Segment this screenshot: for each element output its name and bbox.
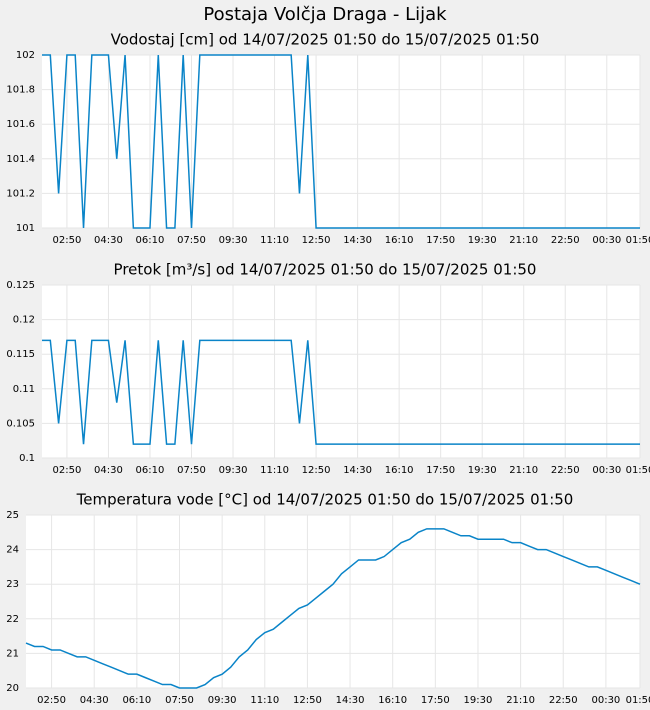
y-tick-label: 24	[6, 545, 19, 556]
x-tick-label: 17:50	[426, 235, 455, 246]
x-tick-label: 01:50	[626, 465, 650, 476]
x-tick-label: 00:30	[592, 465, 621, 476]
x-tick-label: 06:10	[136, 235, 165, 246]
y-tick-label: 101	[16, 223, 35, 234]
x-tick-label: 17:50	[426, 465, 455, 476]
x-tick-label: 21:10	[509, 235, 538, 246]
x-tick-label: 07:50	[177, 235, 206, 246]
plot-area	[42, 55, 640, 228]
x-tick-label: 21:10	[509, 465, 538, 476]
y-tick-label: 101.2	[6, 188, 35, 199]
x-tick-label: 14:30	[343, 235, 372, 246]
x-tick-label: 06:10	[136, 465, 165, 476]
x-tick-label: 04:30	[80, 695, 109, 706]
x-tick-label: 19:30	[468, 465, 497, 476]
x-tick-label: 22:50	[551, 235, 580, 246]
x-tick-label: 07:50	[177, 465, 206, 476]
x-tick-label: 17:50	[421, 695, 450, 706]
x-tick-label: 16:10	[385, 235, 414, 246]
x-tick-label: 02:50	[37, 695, 66, 706]
chart-title: Pretok [m³/s] od 14/07/2025 01:50 do 15/…	[114, 261, 537, 279]
page-title: Postaja Volčja Draga - Lijak	[203, 4, 447, 25]
x-tick-label: 02:50	[53, 465, 82, 476]
x-tick-label: 00:30	[591, 695, 620, 706]
y-tick-label: 0.125	[6, 280, 35, 291]
x-tick-label: 16:10	[385, 465, 414, 476]
x-tick-label: 12:50	[293, 695, 322, 706]
x-tick-label: 04:30	[94, 465, 123, 476]
x-tick-label: 19:30	[464, 695, 493, 706]
y-tick-label: 0.11	[13, 384, 35, 395]
x-tick-label: 02:50	[53, 235, 82, 246]
x-tick-label: 00:30	[592, 235, 621, 246]
x-tick-label: 14:30	[336, 695, 365, 706]
chart-title: Vodostaj [cm] od 14/07/2025 01:50 do 15/…	[111, 31, 540, 49]
y-tick-label: 0.105	[6, 418, 35, 429]
y-tick-label: 101.4	[6, 154, 35, 165]
x-tick-label: 06:10	[122, 695, 151, 706]
line	[42, 54, 640, 229]
y-tick-label: 23	[6, 579, 19, 590]
x-tick-label: 19:30	[468, 235, 497, 246]
chart-title: Temperatura vode [°C] od 14/07/2025 01:5…	[76, 491, 574, 509]
x-tick-label: 12:50	[302, 465, 331, 476]
plot-area	[42, 285, 640, 458]
y-tick-label: 0.1	[19, 453, 35, 464]
x-tick-label: 11:10	[260, 235, 289, 246]
x-tick-label: 14:30	[343, 465, 372, 476]
x-tick-label: 21:10	[506, 695, 535, 706]
x-tick-label: 07:50	[165, 695, 194, 706]
x-tick-label: 22:50	[551, 465, 580, 476]
y-tick-label: 0.115	[6, 349, 35, 360]
x-tick-label: 09:30	[219, 465, 248, 476]
x-tick-label: 09:30	[219, 235, 248, 246]
y-tick-label: 102	[16, 50, 35, 61]
x-tick-label: 01:50	[626, 695, 650, 706]
y-tick-label: 21	[6, 648, 19, 659]
line	[42, 339, 640, 445]
y-tick-label: 20	[6, 683, 19, 694]
y-tick-label: 25	[6, 510, 19, 521]
plot-area	[26, 515, 640, 688]
line	[25, 528, 641, 689]
x-tick-label: 09:30	[208, 695, 237, 706]
x-tick-label: 22:50	[549, 695, 578, 706]
x-tick-label: 12:50	[302, 235, 331, 246]
y-tick-label: 22	[6, 614, 19, 625]
x-tick-label: 16:10	[378, 695, 407, 706]
y-tick-label: 0.12	[13, 315, 35, 326]
y-tick-label: 101.8	[6, 85, 35, 96]
x-tick-label: 01:50	[626, 235, 650, 246]
x-tick-label: 04:30	[94, 235, 123, 246]
x-tick-label: 11:10	[260, 465, 289, 476]
x-tick-label: 11:10	[250, 695, 279, 706]
y-tick-label: 101.6	[6, 119, 35, 130]
